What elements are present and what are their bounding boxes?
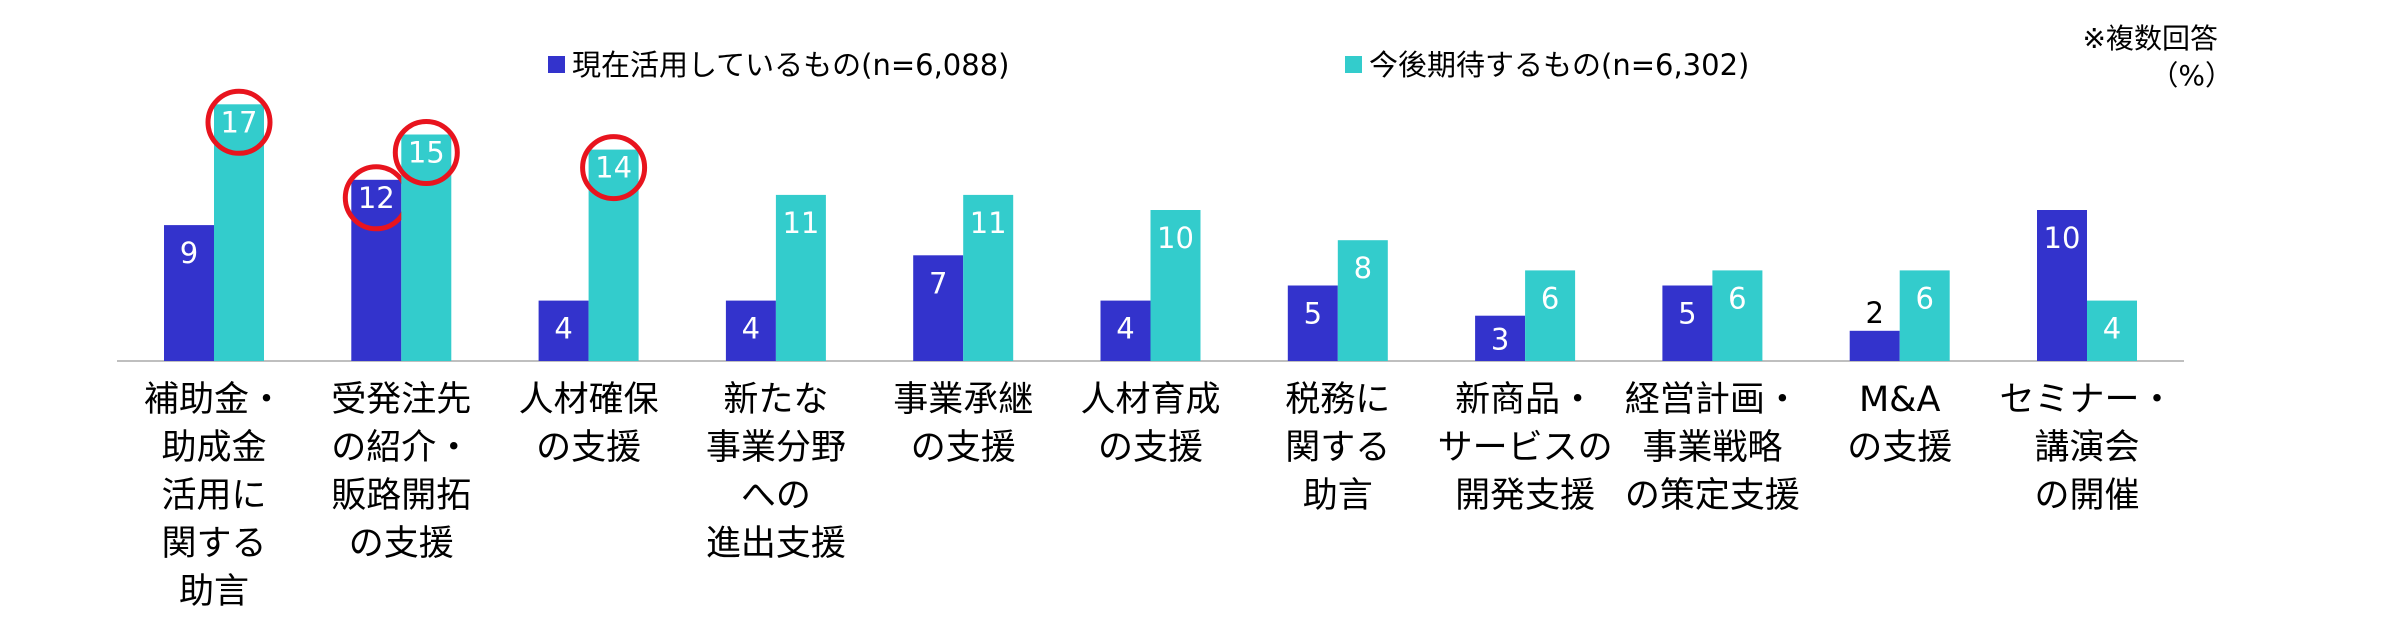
value-label-current-0: 9 (180, 236, 198, 270)
bar-current-9 (1849, 330, 1900, 361)
category-label-6-line-2: 助言 (1303, 476, 1373, 516)
bar-future-9 (1899, 270, 1950, 361)
category-label-7-line-0: 新商品・ (1455, 380, 1595, 420)
category-label-0-line-4: 助言 (179, 572, 249, 612)
value-label-current-4: 7 (929, 266, 947, 300)
category-label-0-line-1: 助成金 (161, 428, 266, 468)
category-label-4-line-0: 事業承継 (893, 380, 1033, 420)
legend: 現在活用しているもの(n=6,088) 今後期待するもの(n=6,302) (548, 48, 1749, 82)
category-label-2-line-0: 人材確保 (519, 380, 659, 420)
value-label-current-10: 10 (2044, 221, 2081, 255)
bar-current-7 (1475, 315, 1526, 361)
value-label-future-7: 6 (1541, 281, 1559, 315)
highlight-circle-future-1 (392, 119, 460, 186)
category-label-1-line-0: 受発注先 (331, 380, 471, 420)
category-label-6-line-0: 税務に (1285, 380, 1390, 420)
highlight-circle-future-2 (580, 134, 648, 202)
bar-future-5 (1150, 210, 1201, 361)
bar-current-10 (2037, 210, 2087, 361)
value-label-current-8: 5 (1678, 297, 1696, 331)
value-label-future-3: 11 (782, 206, 819, 240)
value-label-current-9: 2 (1865, 296, 1883, 330)
category-label-8-line-0: 経営計画・ (1625, 380, 1800, 420)
value-label-current-7: 3 (1491, 322, 1509, 356)
category-label-1-line-1: の紹介・ (331, 428, 471, 468)
bar-future-3 (775, 194, 826, 361)
legend-swatch-future (1345, 56, 1362, 73)
category-label-5-line-1: の支援 (1098, 428, 1203, 468)
value-label-future-6: 8 (1354, 251, 1372, 285)
category-label-9-line-0: M&A (1859, 380, 1940, 420)
plot-area: 917補助金・助成金活用に関する助言1215受発注先の紹介・販路開拓の支援414… (117, 88, 2184, 612)
category-label-0-line-2: 活用に (161, 476, 266, 516)
highlight-circle-future-0 (205, 88, 273, 156)
value-label-future-8: 6 (1728, 281, 1746, 315)
category-label-3-line-0: 新たな (723, 380, 828, 420)
value-label-current-2: 4 (554, 312, 572, 346)
bar-future-2 (588, 149, 639, 361)
category-label-3-line-3: 進出支援 (706, 524, 846, 564)
bar-future-4 (963, 194, 1014, 361)
bar-future-0 (214, 104, 264, 362)
category-label-4-line-1: の支援 (911, 428, 1016, 468)
value-label-future-5: 10 (1157, 221, 1194, 255)
category-label-0-line-0: 補助金・ (144, 380, 284, 420)
category-label-8-line-2: の策定支援 (1625, 476, 1800, 516)
bar-current-1 (351, 179, 402, 361)
legend-label-future: 今後期待するもの(n=6,302) (1369, 48, 1749, 82)
category-label-10-line-2: の開催 (2034, 476, 2139, 516)
value-label-future-1: 15 (408, 136, 445, 170)
bar-future-10 (2087, 300, 2137, 361)
category-label-9-line-1: の支援 (1847, 428, 1952, 468)
value-label-future-9: 6 (1915, 281, 1933, 315)
category-label-1-line-3: の支援 (349, 524, 454, 564)
category-label-0-line-3: 関する (161, 524, 266, 564)
bar-current-4 (913, 255, 964, 361)
bar-future-6 (1337, 240, 1388, 361)
bar-current-3 (725, 300, 776, 361)
category-label-6-line-1: 関する (1285, 428, 1390, 468)
bar-current-8 (1662, 285, 1713, 361)
category-label-7-line-1: サービスの (1438, 428, 1613, 468)
bar-future-1 (401, 134, 452, 361)
value-label-current-5: 4 (1116, 312, 1134, 346)
multiple-answer-note: ※複数回答 (2083, 22, 2218, 55)
bar-current-0 (164, 225, 214, 361)
category-label-7-line-2: 開発支援 (1455, 476, 1595, 516)
category-label-10-line-0: セミナー・ (1999, 380, 2174, 420)
bar-current-2 (538, 300, 589, 361)
value-label-future-2: 14 (595, 151, 632, 185)
category-label-10-line-1: 講演会 (2034, 428, 2139, 468)
value-label-current-6: 5 (1304, 297, 1322, 331)
category-label-8-line-1: 事業戦略 (1642, 428, 1782, 468)
category-label-3-line-1: 事業分野 (706, 428, 846, 468)
category-label-2-line-1: の支援 (536, 428, 641, 468)
bar-current-6 (1287, 285, 1338, 361)
legend-swatch-current (548, 56, 565, 73)
bar-future-8 (1712, 270, 1763, 361)
value-label-current-3: 4 (742, 312, 760, 346)
bar-future-7 (1525, 270, 1576, 361)
category-label-5-line-0: 人材育成 (1080, 380, 1220, 420)
value-label-future-4: 11 (970, 206, 1007, 240)
category-label-1-line-2: 販路開拓 (331, 476, 471, 516)
value-label-current-1: 12 (358, 181, 395, 215)
value-label-future-10: 4 (2103, 312, 2121, 346)
value-label-future-0: 17 (221, 105, 258, 139)
legend-label-current: 現在活用しているもの(n=6,088) (572, 48, 1009, 82)
category-label-3-line-2: への (741, 476, 811, 516)
unit-label: （%） (2150, 59, 2233, 92)
bar-current-5 (1100, 300, 1151, 361)
